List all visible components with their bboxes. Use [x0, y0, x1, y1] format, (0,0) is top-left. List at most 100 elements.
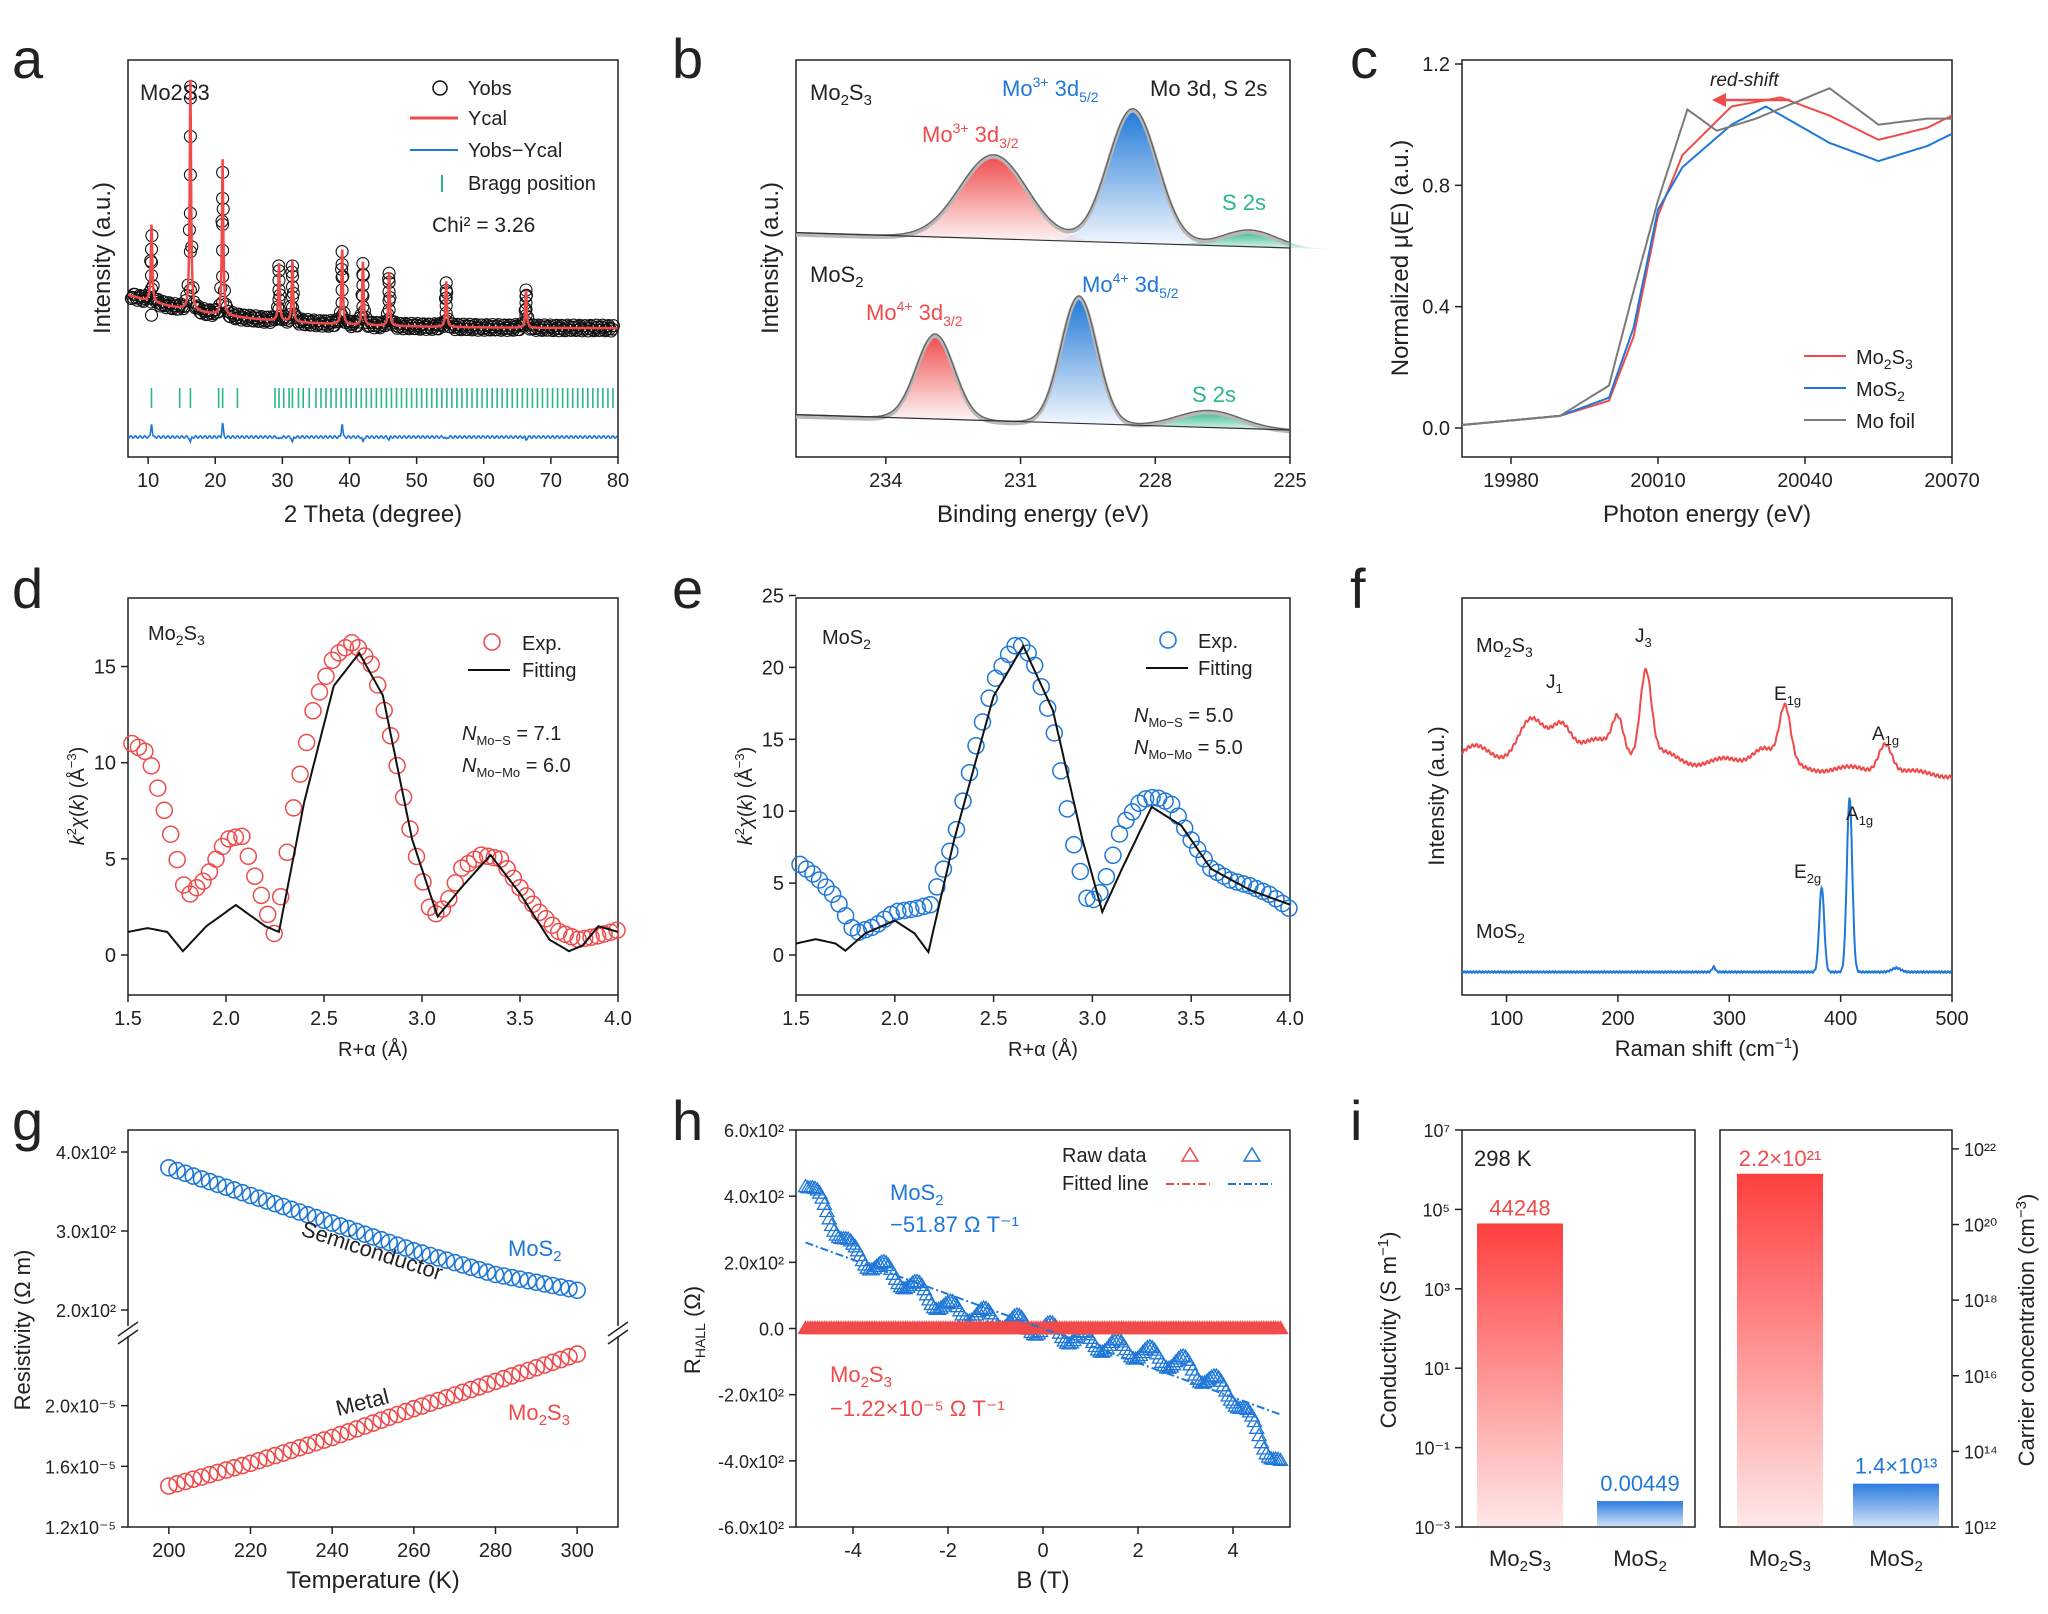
mo2s3-resistivity-point — [543, 1353, 562, 1372]
mos2-resistivity-point — [453, 1256, 472, 1274]
mos2-resistivity-point — [355, 1225, 374, 1243]
exp-point — [1058, 800, 1077, 818]
panel-h-x-tick-label: 0 — [1037, 1540, 1048, 1562]
mos2-spectrum — [796, 295, 1290, 430]
exp-point — [1221, 871, 1240, 889]
panel-f-x-tick-label: 200 — [1601, 1008, 1634, 1030]
yobs-point — [606, 319, 620, 333]
panel-g-frame-top — [127, 1129, 619, 1326]
panel-letter-a: a — [12, 27, 44, 90]
panel-e-x-tick-label: 4.0 — [1276, 1008, 1304, 1030]
exp-point — [1045, 724, 1064, 742]
yobs-peak-point — [439, 314, 453, 328]
exp-point — [381, 727, 400, 745]
mos2-resistivity-point — [486, 1265, 505, 1284]
mos2-hall-point — [1253, 1434, 1270, 1449]
panel-letter-c: c — [1350, 27, 1378, 90]
panel-a-x-tick-label: 30 — [271, 470, 293, 492]
bar-conductivity-mo2s3 — [1477, 1223, 1563, 1527]
exp-point — [575, 929, 594, 948]
panel-e-x-tick-label: 3.5 — [1177, 1008, 1205, 1030]
mo2s3-resistivity-point — [168, 1475, 186, 1493]
exp-point — [136, 742, 154, 761]
panel-i-yleft-tick-label: 10⁻³ — [1414, 1518, 1450, 1538]
mos2-resistivity-point — [306, 1208, 325, 1227]
panel-g-y-bottom-tick-label: 2.0x10⁻⁵ — [45, 1397, 116, 1417]
panel-e-frame — [795, 597, 1291, 996]
mos2-hall-point — [1269, 1451, 1287, 1466]
panel-g-x-tick-label: 300 — [560, 1540, 593, 1562]
label-h-mo2s3: Mo2S3 — [830, 1362, 892, 1391]
panel-i-yleft-tick-label: 10⁻¹ — [1414, 1439, 1450, 1459]
mos2-hall-point — [1063, 1334, 1080, 1349]
exp-point — [1169, 807, 1187, 825]
mo2s3-resistivity-point — [176, 1472, 194, 1491]
mo2s3-resistivity-point — [347, 1420, 366, 1438]
mos2-resistivity-point — [494, 1267, 513, 1285]
mos2-resistivity-point — [168, 1161, 186, 1180]
mo2s3-resistivity-point — [511, 1364, 529, 1382]
mos2-resistivity-point — [176, 1164, 194, 1183]
panel-a-ylabel: Intensity (a.u.) — [89, 182, 116, 334]
mo2s3-resistivity-point — [372, 1411, 391, 1429]
mos2-resistivity-point — [217, 1178, 235, 1196]
mo2s3-baseline — [795, 232, 1291, 249]
panel-a-sample: Mo2S3 — [140, 80, 210, 105]
exp-point — [934, 860, 953, 878]
panel-c-xlabel: Photon energy (eV) — [1603, 501, 1811, 528]
legend-mo2s3-label: Mo2S3 — [1856, 347, 1913, 372]
exp-point — [908, 899, 927, 917]
mos2-resistivity-point — [560, 1279, 578, 1298]
cat-left-mos2: MoS2 — [1613, 1546, 1667, 1575]
label-h-mo2s3-slope: −1.22×10⁻⁵ Ω T⁻¹ — [830, 1396, 1005, 1421]
exp-point — [149, 779, 167, 797]
panel-a-x-tick-label: 20 — [204, 470, 226, 492]
mo2s3-resistivity-point — [462, 1380, 480, 1399]
panel-d-exafs: 1.5 2.0 2.5 3.0 3.5 4.0 0 5 10 15 R+α (Å) k2χ(k) … — [64, 597, 632, 1061]
mo2s3-resistivity-point — [494, 1369, 513, 1388]
mo2s3-resistivity-point — [209, 1463, 227, 1482]
exp-point — [1234, 875, 1253, 893]
legend-exp-marker — [1159, 631, 1177, 649]
legend-fitting-label: Fitting — [1198, 658, 1252, 680]
mos2-resistivity-point — [323, 1214, 342, 1232]
panel-c-frame — [1461, 59, 1953, 458]
panel-a-x-tick-label: 50 — [406, 470, 428, 492]
mo2s3-resistivity-point — [298, 1436, 317, 1455]
panel-letter-i: i — [1350, 1089, 1362, 1152]
exp-point — [1195, 850, 1213, 868]
panel-letter-g: g — [12, 1089, 43, 1152]
exp-point — [1188, 840, 1207, 859]
mo2s3-resistivity-point — [274, 1444, 293, 1462]
mos2-resistivity-point — [233, 1183, 252, 1202]
legend-exp-marker — [483, 633, 501, 651]
legend-yobs-marker — [432, 80, 448, 96]
panel-g-resistivity: 200 220 240 260 280 300 2.0x10² 3.0x10² 4.0x10² 1… — [10, 1129, 629, 1594]
mos2-resistivity-point — [437, 1251, 456, 1269]
panel-d-x-tick-label: 1.5 — [114, 1008, 142, 1030]
mos2-resistivity-point — [502, 1268, 521, 1287]
yobs-peak-point — [382, 312, 396, 326]
panel-c-x-tick-label: 20010 — [1630, 470, 1686, 492]
mos2-resistivity-point — [274, 1197, 293, 1216]
mo2s3-peak-fill — [1046, 108, 1220, 246]
exp-point — [207, 850, 225, 868]
panel-a-xrd: 10 20 30 40 50 60 70 80 2 Theta (degree) Intens… — [89, 59, 629, 528]
exp-point — [246, 867, 264, 886]
exp-point — [1182, 831, 1200, 849]
panel-b-x-tick-label: 231 — [1004, 470, 1037, 492]
mo2s3-resistivity-point — [502, 1367, 521, 1385]
exp-point — [1143, 788, 1161, 807]
panel-h-y-tick-label: -6.0x10² — [718, 1518, 784, 1538]
exp-point — [181, 885, 199, 903]
exp-point — [1175, 819, 1194, 837]
mo2s3-resistivity-point — [241, 1454, 260, 1473]
panel-a-x-tick-label: 80 — [607, 470, 629, 492]
label-mo3-3d32: Mo3+ 3d3/2 — [922, 120, 1019, 151]
exp-point — [317, 667, 335, 685]
panel-h-x-tick-label: -2 — [939, 1540, 957, 1562]
panel-a-frame — [127, 59, 619, 458]
panel-d-y-tick-label: 5 — [105, 849, 116, 871]
mos2-resistivity-point — [184, 1167, 203, 1185]
panel-h-xlabel: B (T) — [1016, 1567, 1069, 1594]
